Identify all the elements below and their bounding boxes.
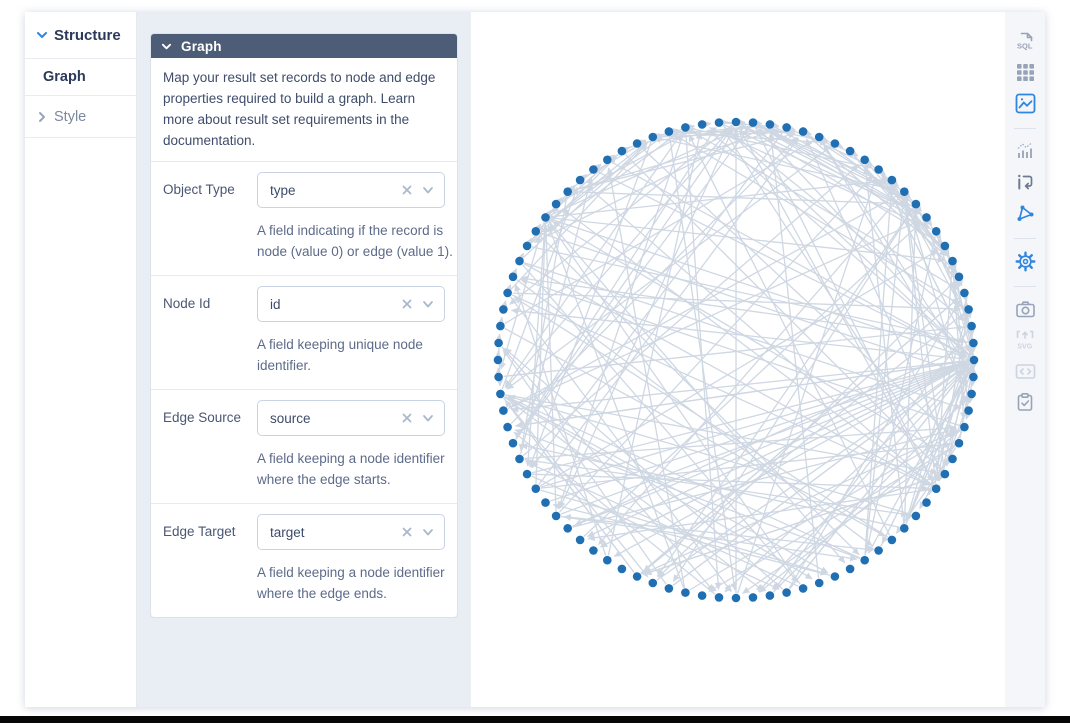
select-value: target [270, 524, 305, 540]
field-row-node-id: Node Id id A field keeping unique node i… [151, 276, 457, 390]
select-value: type [270, 182, 296, 198]
bar-chart-icon[interactable] [1012, 138, 1038, 164]
svg-text:SVG: SVG [1017, 344, 1032, 351]
card-title: Graph [181, 38, 222, 54]
chevron-down-icon [161, 43, 172, 49]
clear-icon[interactable] [400, 183, 414, 197]
clipboard-check-icon[interactable] [1012, 389, 1038, 415]
network-graph-icon[interactable] [1012, 200, 1038, 226]
card-description: Map your result set records to node and … [151, 58, 457, 162]
chevron-down-icon[interactable] [421, 297, 435, 311]
clear-icon[interactable] [400, 525, 414, 539]
sidebar-item-style[interactable]: Style [25, 96, 136, 138]
structure-sidebar: Structure Graph Style [25, 12, 137, 707]
field-label: Edge Target [163, 524, 236, 539]
sidebar-item-label: Graph [43, 69, 86, 85]
field-help-text: A field indicating if the record is node… [257, 223, 453, 259]
chevron-down-icon [37, 32, 47, 38]
edge-target-select[interactable]: target [257, 514, 445, 550]
app-window: Structure Graph Style Graph [25, 12, 1045, 707]
sql-icon[interactable]: SQL [1012, 28, 1038, 54]
graph-config-panel: Graph Map your result set records to nod… [137, 12, 470, 707]
object-type-select[interactable]: type [257, 172, 445, 208]
sidebar-item-graph[interactable]: Graph [25, 59, 136, 96]
view-toolbar: SQL [1005, 12, 1045, 707]
graph-settings-card: Graph Map your result set records to nod… [150, 33, 458, 618]
settings-gear-icon[interactable] [1012, 248, 1038, 274]
pipeline-icon[interactable] [1012, 169, 1038, 195]
toolbar-divider [1014, 286, 1036, 287]
clear-icon[interactable] [400, 411, 414, 425]
card-header-graph[interactable]: Graph [151, 34, 457, 58]
sidebar-item-label: Structure [54, 26, 121, 44]
toolbar-divider [1014, 238, 1036, 239]
node-id-select[interactable]: id [257, 286, 445, 322]
field-row-object-type: Object Type type A field indicating if t… [151, 162, 457, 276]
chevron-right-icon [39, 111, 45, 122]
sidebar-item-label: Style [54, 108, 87, 125]
chevron-down-icon[interactable] [421, 411, 435, 425]
field-row-edge-source: Edge Source source A field keeping a nod… [151, 390, 457, 504]
sidebar-item-structure[interactable]: Structure [25, 12, 136, 59]
field-label: Edge Source [163, 410, 242, 425]
select-value: source [270, 410, 311, 426]
select-value: id [270, 296, 281, 312]
edge-source-select[interactable]: source [257, 400, 445, 436]
svg-export-icon[interactable]: SVG [1012, 327, 1038, 353]
field-label: Object Type [163, 182, 235, 197]
field-row-edge-target: Edge Target target A field keeping a nod… [151, 504, 457, 617]
image-chart-icon[interactable] [1012, 90, 1038, 116]
field-help-text: A field keeping a node identifier where … [257, 565, 445, 601]
field-help-text: A field keeping a node identifier where … [257, 451, 445, 487]
window-bottom-edge [0, 716, 1070, 723]
graph-view-panel [470, 12, 1005, 707]
svg-text:SQL: SQL [1017, 42, 1033, 51]
toolbar-divider [1014, 128, 1036, 129]
camera-icon[interactable] [1012, 296, 1038, 322]
chevron-down-icon[interactable] [421, 183, 435, 197]
field-label: Node Id [163, 296, 211, 311]
chevron-down-icon[interactable] [421, 525, 435, 539]
field-help-text: A field keeping unique node identifier. [257, 337, 423, 373]
code-icon[interactable] [1012, 358, 1038, 384]
clear-icon[interactable] [400, 297, 414, 311]
table-icon[interactable] [1012, 59, 1038, 85]
graph-canvas[interactable] [471, 12, 1005, 707]
